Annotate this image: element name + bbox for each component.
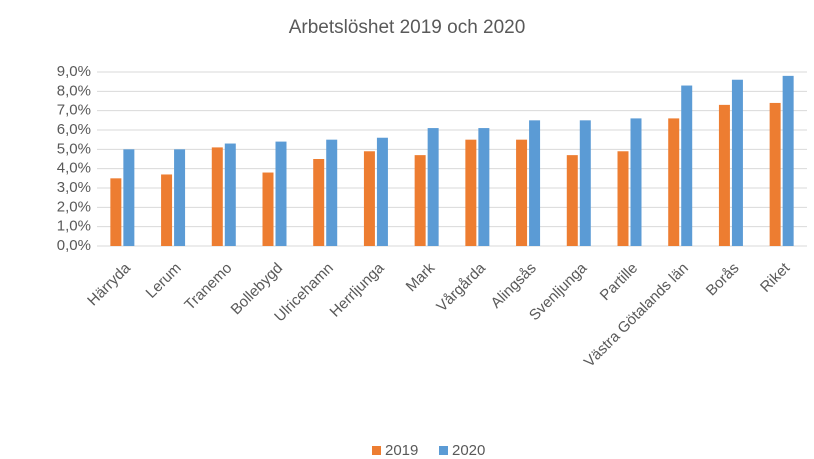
x-tick-label: Vårgårda	[433, 259, 489, 315]
y-tick-label: 1,0%	[57, 218, 91, 235]
y-tick-label: 0,0%	[57, 237, 91, 254]
bar	[769, 102, 781, 246]
bar	[668, 118, 680, 246]
x-tick-label: Alingsås	[488, 260, 540, 312]
y-tick-label: 8,0%	[57, 82, 91, 99]
chart-title: Arbetslöshet 2019 och 2020	[289, 17, 526, 38]
y-tick-label: 3,0%	[57, 179, 91, 196]
x-tick-label: Lerum	[143, 260, 185, 302]
bar	[174, 149, 186, 246]
bar	[275, 141, 287, 246]
bar	[579, 120, 591, 246]
bar	[376, 137, 388, 246]
bar	[110, 178, 122, 246]
legend-swatch	[372, 446, 381, 455]
bar	[123, 149, 135, 246]
x-tick-label: Partille	[597, 260, 641, 304]
bar	[262, 172, 274, 246]
bar	[211, 147, 223, 246]
x-tick-label: Borås	[703, 260, 743, 300]
x-tick-label: Riket	[757, 259, 794, 296]
bar	[566, 155, 578, 246]
y-tick-label: 7,0%	[57, 102, 91, 119]
x-tick-label: Herrljunga	[327, 259, 388, 320]
y-tick-label: 6,0%	[57, 121, 91, 138]
bar	[363, 151, 375, 246]
y-tick-label: 5,0%	[57, 140, 91, 157]
bar	[782, 75, 794, 246]
bar	[617, 151, 629, 246]
legend-label: 2019	[385, 442, 418, 459]
bar	[326, 139, 338, 246]
bar	[161, 174, 173, 246]
y-tick-label: 4,0%	[57, 160, 91, 177]
x-tick-label: Härryda	[84, 259, 134, 309]
bar	[414, 155, 426, 246]
x-tick-label: Mark	[403, 259, 439, 295]
bar	[478, 128, 490, 246]
bar	[731, 79, 743, 246]
bar	[224, 143, 236, 246]
bar	[516, 139, 528, 246]
bar	[465, 139, 477, 246]
bar	[630, 118, 642, 246]
bar	[313, 159, 325, 246]
y-tick-label: 9,0%	[57, 63, 91, 80]
bar	[529, 120, 541, 246]
legend-swatch	[439, 446, 448, 455]
legend-label: 2020	[452, 442, 485, 459]
bar	[427, 128, 439, 246]
bar	[718, 104, 730, 246]
y-tick-label: 2,0%	[57, 198, 91, 215]
bar	[681, 85, 693, 247]
